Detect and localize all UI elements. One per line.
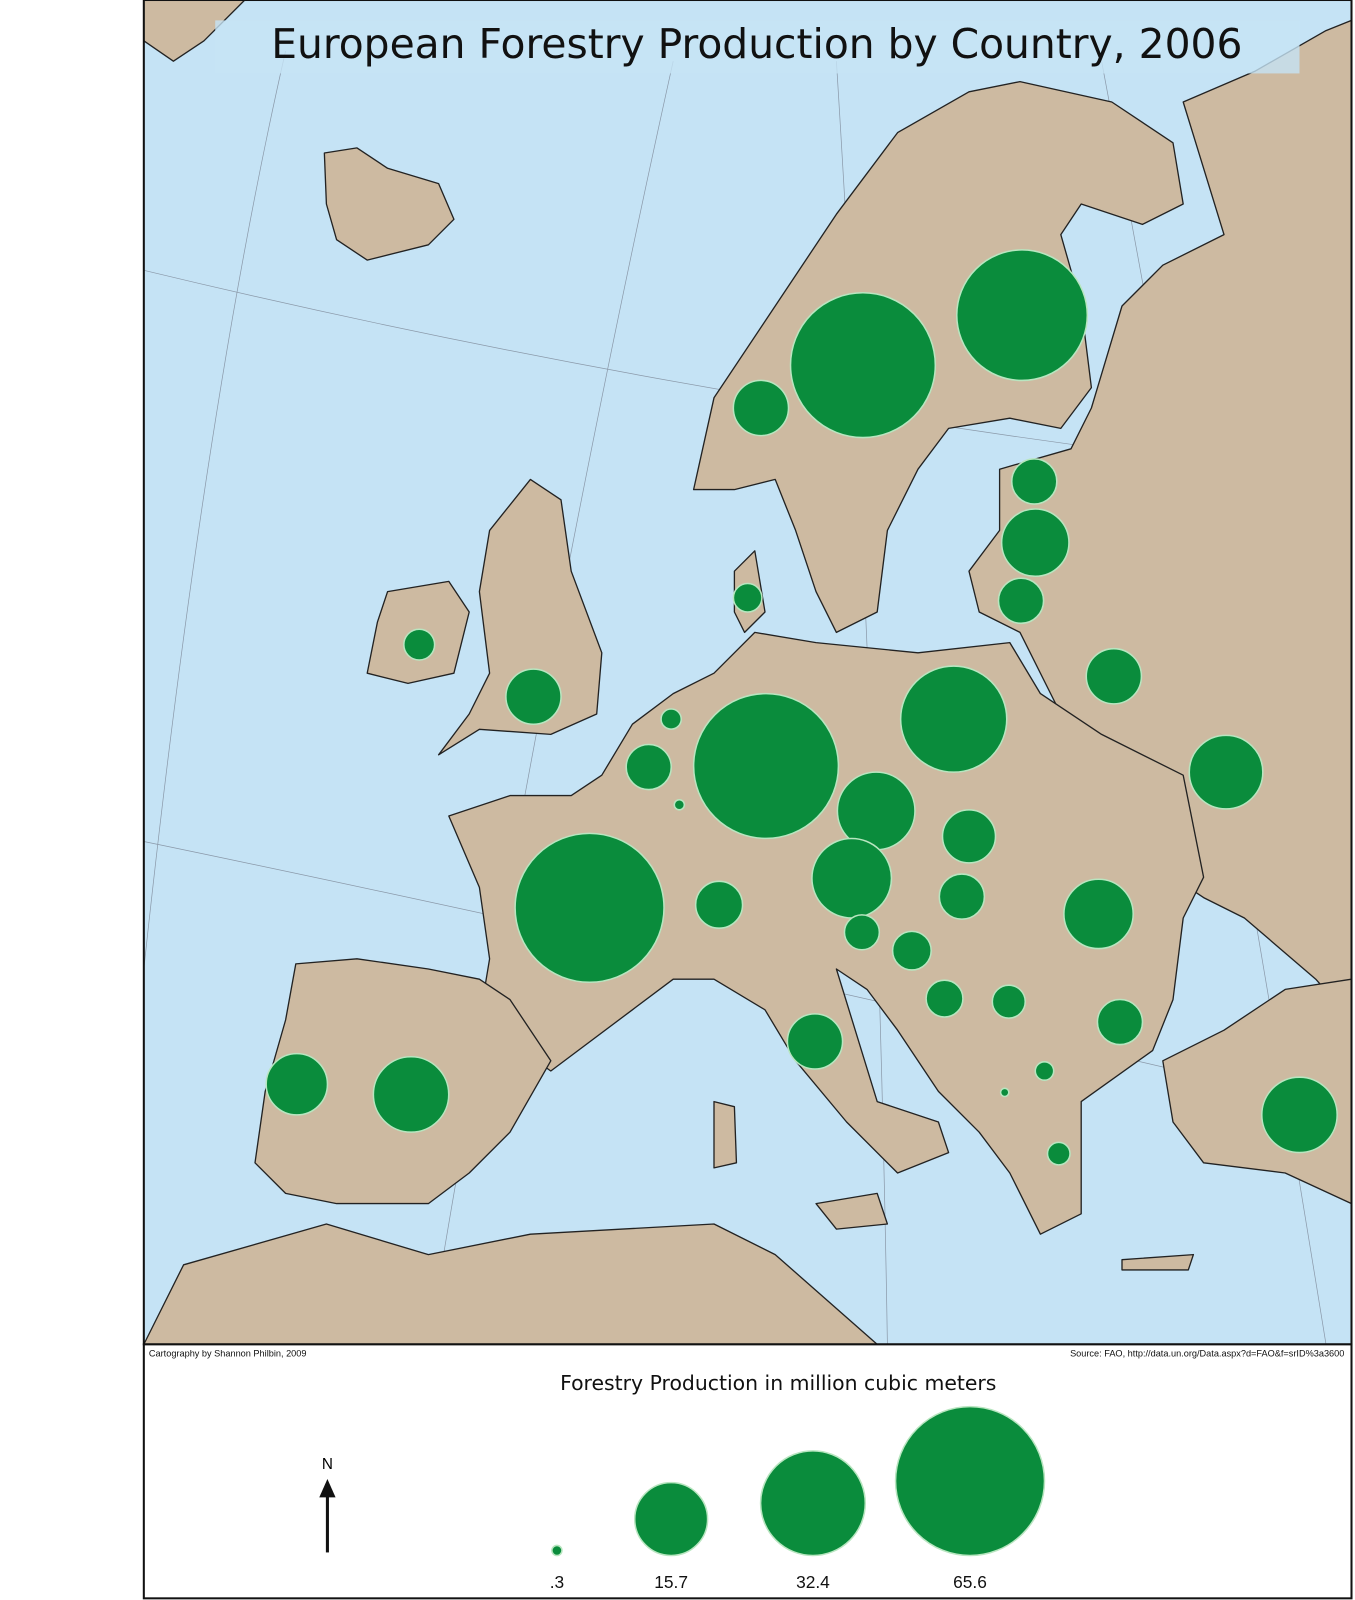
bubble	[789, 292, 937, 439]
legend-bubble	[633, 1481, 709, 1557]
bubble	[1000, 508, 1070, 578]
legend-bubble	[551, 1544, 563, 1557]
bubble	[732, 582, 763, 613]
bubble	[891, 930, 932, 971]
legend-label: .3	[550, 1572, 564, 1592]
bubble	[1096, 998, 1144, 1046]
legend-bubble	[894, 1405, 1046, 1557]
bubble	[991, 984, 1026, 1019]
map-layout: European Forestry Production by Country,…	[142, 0, 1353, 1600]
north-arrow-head	[319, 1479, 336, 1498]
bubble	[673, 798, 686, 811]
legend-label: 15.7	[654, 1572, 688, 1592]
bubble	[692, 692, 840, 840]
bubble	[265, 1052, 329, 1116]
north-label: N	[322, 1456, 333, 1473]
credit: Cartography by Shannon Philbin, 2009	[149, 1349, 307, 1359]
bubble	[997, 577, 1045, 625]
bubble	[938, 873, 986, 920]
bubble	[694, 880, 744, 929]
bubble	[1085, 647, 1143, 705]
legend: .3 15.7 32.4 65.6	[550, 1405, 1046, 1592]
bubble	[1010, 458, 1058, 505]
bubble	[514, 832, 665, 984]
legend-label: 32.4	[796, 1572, 830, 1592]
legend-bubble	[759, 1450, 867, 1557]
bubble	[403, 628, 436, 661]
bubble	[899, 665, 1008, 773]
bubble	[1261, 1076, 1338, 1154]
title-backdrop	[215, 20, 1300, 74]
bubble	[811, 837, 893, 919]
bubble	[372, 1056, 450, 1133]
bubble	[625, 743, 673, 791]
legend-label: 65.6	[953, 1572, 987, 1592]
bubble	[843, 914, 881, 951]
bubble	[925, 979, 964, 1018]
bubble	[956, 249, 1089, 382]
bubble	[1063, 878, 1134, 950]
bubble	[505, 668, 562, 726]
legend-frame	[142, 1343, 1353, 1600]
bubbles	[265, 249, 1338, 1166]
bubble	[1034, 1061, 1055, 1081]
source: Source: FAO, http://data.un.org/Data.asp…	[1070, 1349, 1344, 1359]
map-title: European Forestry Production by Country,…	[271, 20, 1242, 68]
bubble	[1188, 734, 1264, 810]
bubble	[999, 1087, 1010, 1098]
bubble	[941, 809, 997, 864]
bubble	[786, 1013, 844, 1070]
bubble	[660, 708, 682, 730]
legend-title: Forestry Production in million cubic met…	[560, 1371, 996, 1395]
bubble	[1046, 1141, 1071, 1166]
bubble	[732, 379, 790, 437]
